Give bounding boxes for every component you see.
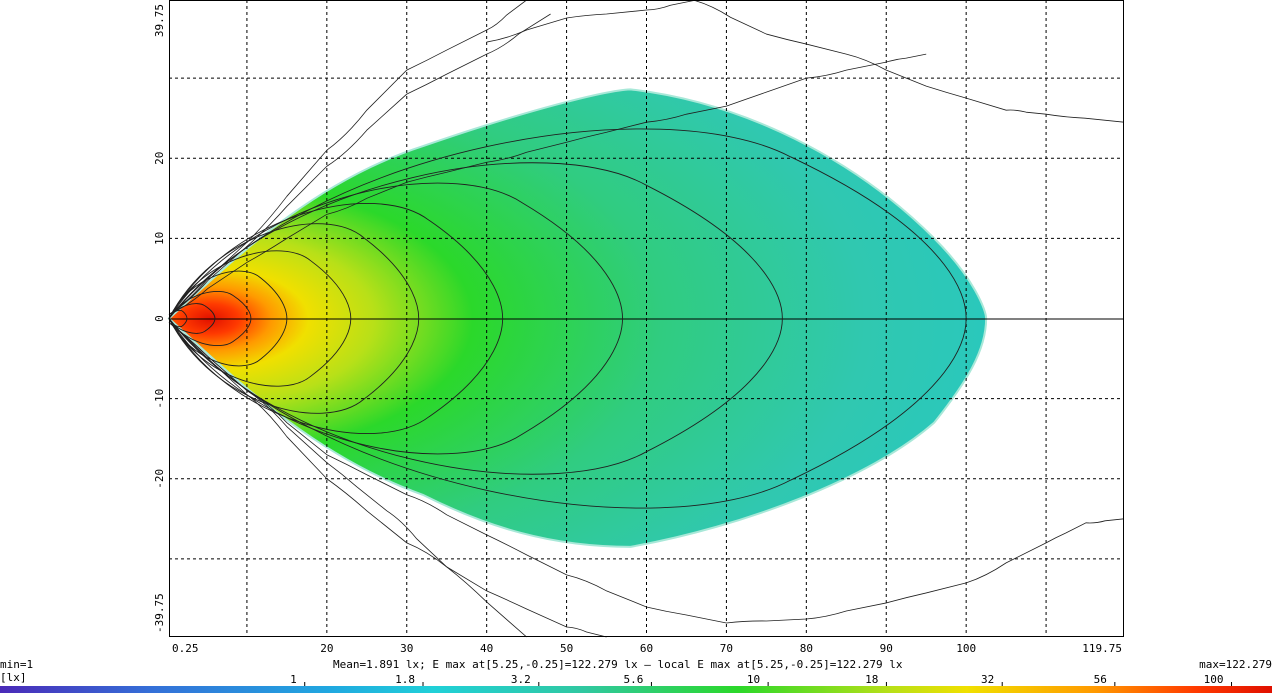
- plot-frame: [169, 0, 1124, 637]
- y-tick-label: 10: [153, 232, 166, 245]
- x-tick-label: 100: [956, 642, 976, 655]
- isolux-contour: [168, 162, 783, 475]
- legend-tick-label: 1.8: [395, 673, 415, 686]
- legend-tick-label: 3.2: [511, 673, 531, 686]
- legend-max-label: max=122.279: [1199, 658, 1272, 671]
- axes: 0.25 20 30 40 50 60 70 80 90 100 119.7539.7520100-…: [153, 4, 1122, 655]
- x-tick-label: 70: [720, 642, 733, 655]
- legend-tick-label: 5.6: [624, 673, 644, 686]
- x-tick-label: 90: [880, 642, 893, 655]
- grid: [169, 0, 1124, 637]
- y-tick-label: -10: [153, 389, 166, 409]
- y-tick-label: 39.75: [153, 4, 166, 37]
- isolux-contour: [168, 250, 352, 387]
- y-tick-label: 0: [153, 315, 166, 322]
- outer-boundary-line: [168, 322, 1125, 624]
- isolux-contour: [168, 202, 504, 435]
- outer-boundary-line: [168, 53, 927, 315]
- legend-tick-label: 100: [1204, 673, 1224, 686]
- legend-tick-label: 18: [865, 673, 878, 686]
- y-tick-label: -20: [153, 469, 166, 489]
- legend-tick-label: 10: [747, 673, 760, 686]
- legend-min-label: min=1: [0, 658, 34, 671]
- x-tick-label: 50: [560, 642, 573, 655]
- outer-boundary-line: [168, 322, 607, 638]
- x-tick-label: 20: [320, 642, 333, 655]
- y-tick-label: 20: [153, 152, 166, 165]
- color-legend: 1 1.8 3.2 5.6 10 18 32 56 100: [0, 673, 1272, 693]
- isolux-contour: [168, 290, 252, 347]
- isolux-contour: [168, 223, 420, 414]
- outer-boundary-line: [168, 13, 551, 315]
- x-tick-label: 0.25: [172, 642, 199, 655]
- x-tick-label: 80: [800, 642, 813, 655]
- isolux-contours: [168, 128, 967, 509]
- outer-boundary-line: [486, 0, 1125, 123]
- y-tick-label: -39.75: [153, 593, 166, 633]
- isolux-contour: [168, 182, 623, 455]
- legend-stats-text: Mean=1.891 lx; E max at[5.25,-0.25]=122.…: [333, 658, 903, 671]
- legend-tick-label: 56: [1094, 673, 1107, 686]
- isolux-contour: [168, 270, 288, 367]
- isolux-contour: [168, 128, 967, 509]
- isolux-contour: [168, 303, 216, 334]
- outer-boundary-line: [168, 0, 527, 315]
- x-tick-label: 30: [400, 642, 413, 655]
- legend-color-bar: [0, 686, 1272, 693]
- isolux-contour: [168, 309, 188, 328]
- x-tick-label: 40: [480, 642, 493, 655]
- outer-boundary-lines: [168, 0, 1125, 638]
- x-tick-label: 119.75: [1082, 642, 1122, 655]
- legend-tick-label: 1: [290, 673, 297, 686]
- legend-tick-label: 32: [981, 673, 994, 686]
- x-tick-label: 60: [640, 642, 653, 655]
- legend-unit-label: [lx]: [0, 671, 27, 684]
